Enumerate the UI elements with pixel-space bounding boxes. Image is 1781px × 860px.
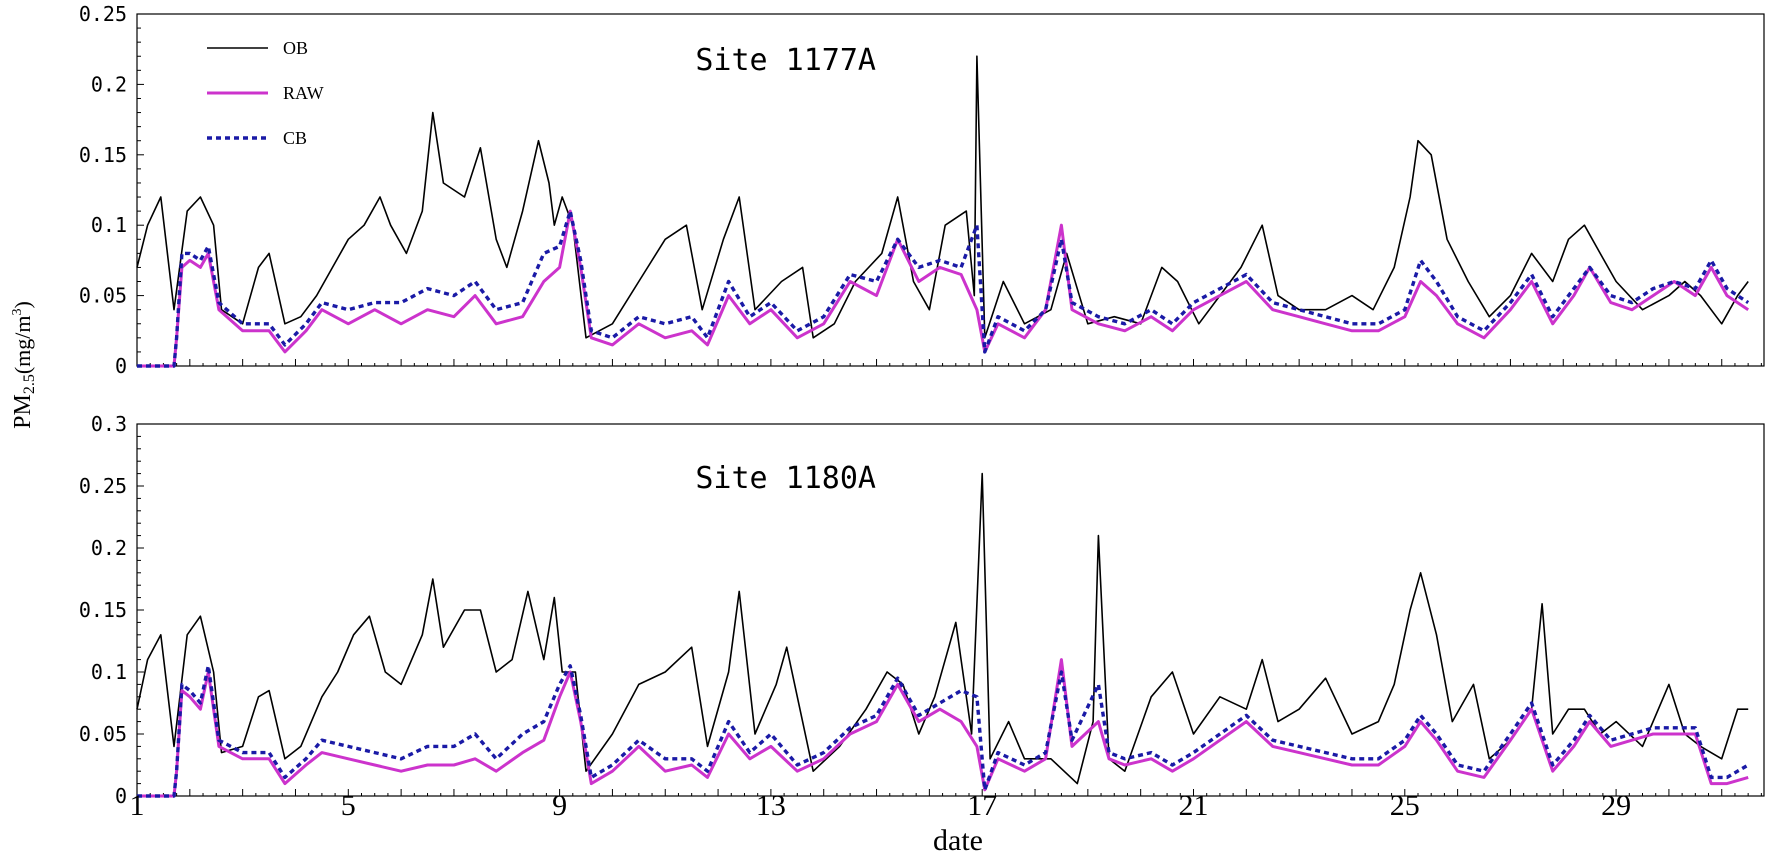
panel-title: Site 1177A bbox=[695, 43, 876, 78]
y-axis-title-units: (mg/m bbox=[10, 315, 35, 374]
y-tick-label: 0.1 bbox=[91, 213, 127, 237]
panel-2: 0 0.05 0.1 0.15 0.2 0.25 0.3 Site 1180A bbox=[79, 412, 1765, 808]
x-axis-title: date bbox=[933, 824, 983, 857]
x-tick-label: 29 bbox=[1601, 789, 1631, 822]
svg-text:PM2.5(mg/m3): PM2.5(mg/m3) bbox=[10, 301, 38, 429]
x-tick-label: 9 bbox=[552, 789, 567, 822]
y-axis-title-subscript: 2.5 bbox=[21, 374, 38, 394]
y-tick-label: 0.1 bbox=[91, 660, 127, 684]
plot-frame bbox=[136, 13, 1765, 367]
legend-label-ob: OB bbox=[283, 38, 308, 58]
y-tick-label: 0.3 bbox=[91, 412, 127, 436]
series-line-cb bbox=[137, 664, 1750, 798]
plot-frame bbox=[136, 423, 1765, 797]
legend-label-raw: RAW bbox=[283, 83, 324, 103]
series-line-cb bbox=[137, 209, 1750, 368]
y-tick-label: 0.25 bbox=[79, 474, 127, 498]
legend: OB RAW CB bbox=[207, 38, 324, 148]
x-tick-label: 17 bbox=[967, 789, 997, 822]
x-tick-label: 13 bbox=[756, 789, 786, 822]
y-tick-label: 0.15 bbox=[79, 598, 127, 622]
y-tick-label: 0 bbox=[115, 784, 127, 808]
x-tick-label: 1 bbox=[130, 789, 145, 822]
y-axis-title-main: PM bbox=[10, 394, 36, 429]
x-tick-label: 5 bbox=[341, 789, 356, 822]
panel-title: Site 1180A bbox=[695, 461, 876, 496]
x-tick-label: 25 bbox=[1390, 789, 1420, 822]
x-tick-label: 21 bbox=[1178, 789, 1208, 822]
y-tick-label: 0.05 bbox=[79, 284, 127, 308]
y-axis-title: PM2.5(mg/m3) bbox=[10, 301, 38, 429]
legend-label-cb: CB bbox=[283, 128, 307, 148]
y-tick-label: 0.2 bbox=[91, 536, 127, 560]
y-tick-label: 0.25 bbox=[79, 2, 127, 26]
series-line-raw bbox=[137, 658, 1749, 798]
y-tick-label: 0 bbox=[115, 354, 127, 378]
y-tick-label: 0.05 bbox=[79, 722, 127, 746]
y-axis-title-superscript: 3 bbox=[10, 308, 25, 315]
series-line-raw bbox=[137, 209, 1750, 368]
y-axis-title-close: ) bbox=[10, 301, 35, 308]
panel-1: 0 0.05 0.1 0.15 0.2 0.25 Site 1177A bbox=[79, 2, 1765, 378]
series-line-ob bbox=[136, 55, 1749, 339]
y-tick-label: 0.15 bbox=[79, 143, 127, 167]
x-tick-labels: 1 5 9 13 17 21 25 29 bbox=[130, 789, 1632, 822]
y-tick-label: 0.2 bbox=[91, 72, 127, 96]
